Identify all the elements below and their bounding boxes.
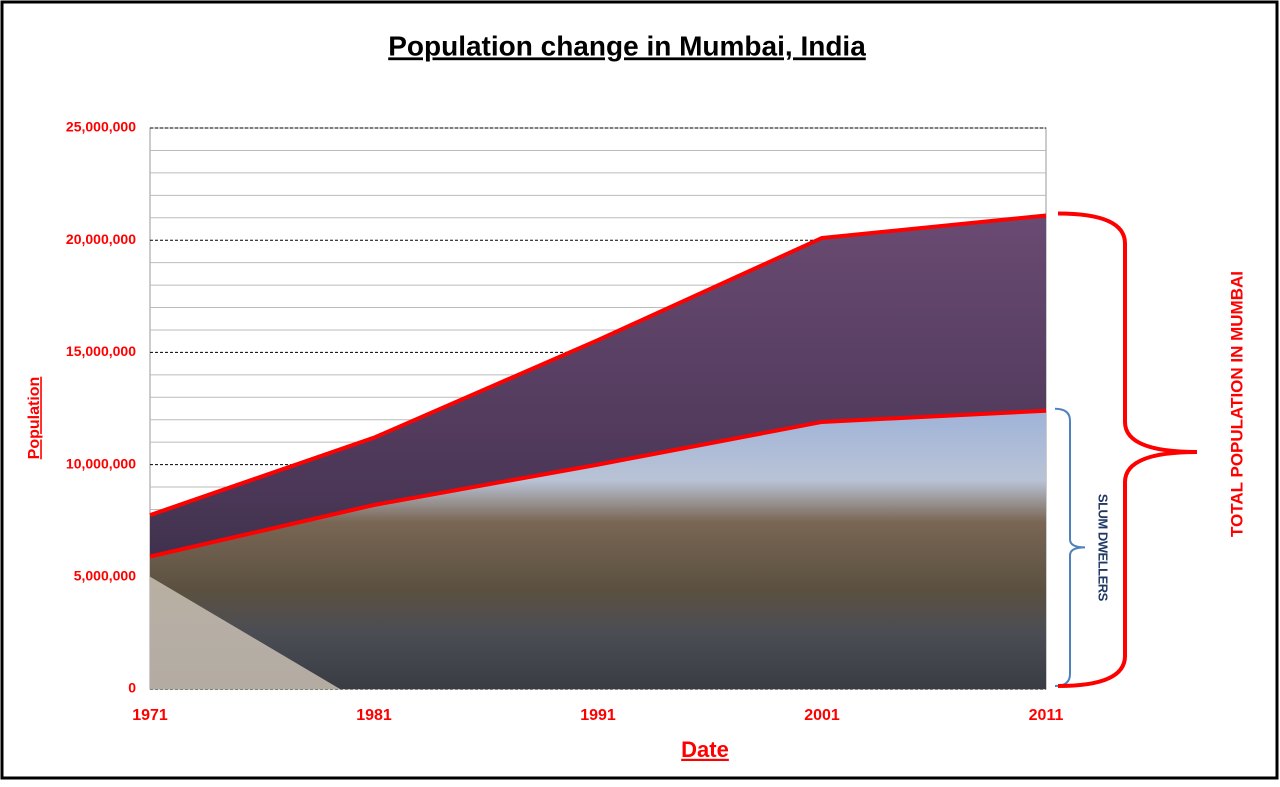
x-axis-label: Date (681, 737, 729, 762)
y-tick-label: 5,000,000 (74, 568, 136, 584)
chart-title: Population change in Mumbai, India (388, 30, 866, 61)
y-tick-label: 25,000,000 (66, 119, 136, 135)
x-tick-label: 2011 (1029, 707, 1064, 724)
slum-label: SLUM DWELLERS (1096, 494, 1111, 602)
y-tick-label: 15,000,000 (66, 343, 136, 359)
x-tick-label: 2001 (804, 707, 840, 724)
y-tick-label: 10,000,000 (66, 455, 136, 471)
x-tick-label: 1971 (132, 707, 168, 724)
pavement (150, 576, 340, 689)
total-brace (1057, 211, 1198, 688)
plot-area: 0 5,000,000 10,000,000 15,000,000 20,000,000… (66, 119, 1247, 725)
x-tick-label: 1981 (356, 707, 392, 724)
y-tick-label: 20,000,000 (66, 231, 136, 247)
y-axis-label: Population (26, 377, 43, 460)
series-line (149, 408, 1047, 559)
y-tick-label: 0 (128, 680, 136, 696)
slum-bracket (1054, 407, 1086, 687)
total-label: TOTAL POPULATION IN MUMBAI (1227, 271, 1246, 537)
area-fill (150, 410, 1046, 689)
series-line (149, 213, 1047, 517)
x-tick-label: 1991 (580, 707, 616, 724)
